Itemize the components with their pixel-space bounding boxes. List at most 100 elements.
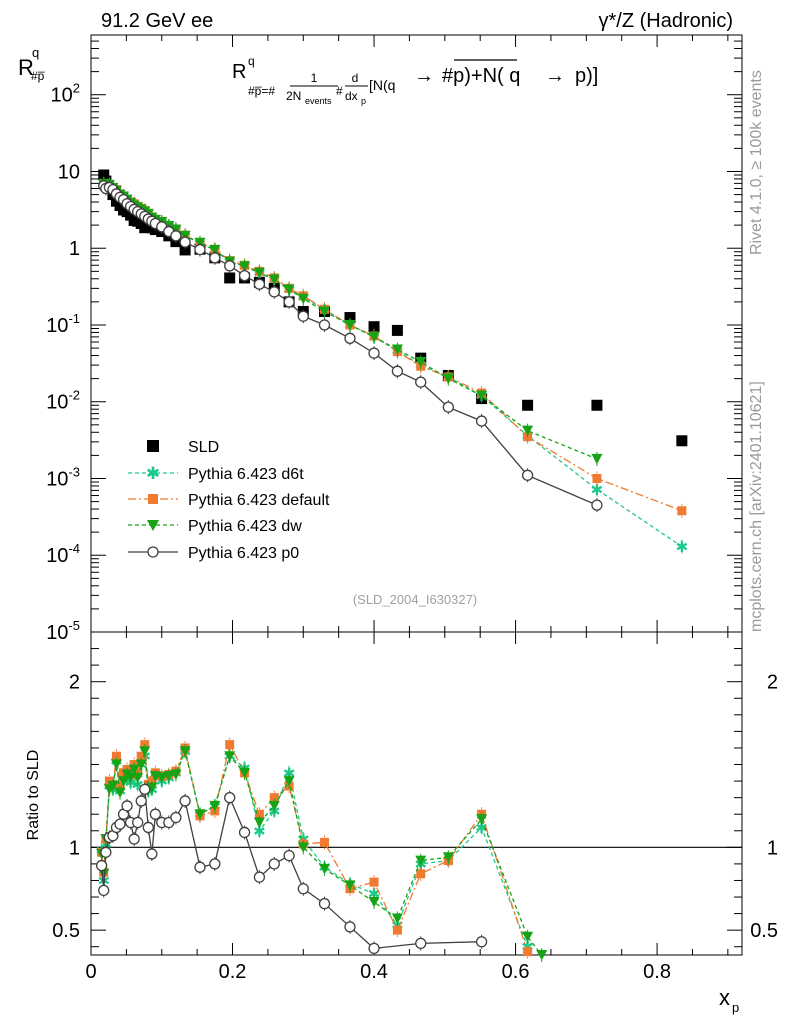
main-panel-data: ✱✱✱✱✱✱✱✱✱✱✱✱✱✱✱✱✱✱✱✱✱✱✱✱✱✱✱✱✱✱✱✱✱✱✱✱✱✱ xyxy=(97,169,688,556)
ratio-point-dw xyxy=(146,782,158,794)
ratio-point-dw xyxy=(163,771,175,782)
formula-frac1-den: 2N xyxy=(286,89,301,103)
y-tick-label: 10-4 xyxy=(46,541,80,567)
legend-marker-p0 xyxy=(147,546,159,558)
main-point-p0 xyxy=(368,347,380,359)
formula-annotation: R q #p̅=# 1 2N events # d dx p [N(q → #p… xyxy=(232,54,598,106)
ratio-point-p0 xyxy=(95,859,108,872)
main-point-dw xyxy=(209,244,221,256)
y-tick-label: 102 xyxy=(51,81,80,107)
y-label-sup: q xyxy=(32,45,39,60)
x-tick-label: 0.2 xyxy=(219,961,247,983)
ratio-point-dw xyxy=(156,772,168,784)
main-point-default xyxy=(677,506,687,516)
ratio-point-dw xyxy=(125,772,137,784)
main-point-sld xyxy=(224,272,236,284)
rivet-side-label: Rivet 4.1.0, ≥ 100k events xyxy=(748,70,765,255)
ratio-point-dw xyxy=(283,776,295,787)
legend: SLD ✱ Pythia 6.423 d6t Pythia 6.423 defa… xyxy=(128,439,330,562)
ratio-point-default xyxy=(369,877,379,887)
x-tick-label: 0.6 xyxy=(502,961,530,983)
ratio-point-dw xyxy=(118,776,130,787)
main-point-sld xyxy=(344,312,356,324)
ratio-point-p0 xyxy=(318,898,331,910)
main-point-p0 xyxy=(318,319,331,331)
main-point-dw xyxy=(442,373,454,385)
main-point-d6t: ✱ xyxy=(591,482,604,499)
ratio-point-dw xyxy=(132,772,144,784)
main-point-dw xyxy=(415,356,427,368)
ratio-point-p0 xyxy=(297,883,309,895)
legend-entry-sld: SLD xyxy=(147,439,219,456)
legend-label-p0: Pythia 6.423 p0 xyxy=(188,545,299,562)
y-tick-label: 10-1 xyxy=(46,311,80,337)
ratio-point-p0 xyxy=(283,849,295,862)
main-point-p0 xyxy=(224,260,236,272)
ratio-point-default xyxy=(225,740,235,750)
ratio-point-default xyxy=(136,751,146,761)
formula-sup: q xyxy=(248,54,255,68)
ratio-point-dw xyxy=(209,800,221,812)
ratio-point-p0 xyxy=(475,936,488,948)
ratio-point-p0 xyxy=(224,791,236,804)
main-point-sld xyxy=(368,321,380,333)
formula-frac2-den-sub: p xyxy=(361,96,366,106)
ratio-point-d6t: ✱ xyxy=(475,820,488,837)
x-axis-label: x p xyxy=(719,985,739,1015)
formula-lead: R xyxy=(232,61,246,83)
main-point-dw xyxy=(476,390,488,402)
ratio-point-default xyxy=(320,837,330,847)
main-plot-frame xyxy=(90,34,743,633)
y-label-sub: #p̅ xyxy=(31,69,45,83)
ratio-point-dw xyxy=(135,759,147,771)
main-point-p0 xyxy=(391,365,404,377)
ratio-point-dw xyxy=(224,751,236,762)
ratio-point-p0 xyxy=(121,800,133,812)
legend-label-default: Pythia 6.423 default xyxy=(188,492,330,509)
main-point-d6t: ✱ xyxy=(676,539,689,556)
ratio-point-p0 xyxy=(146,848,158,860)
main-point-sld xyxy=(591,399,603,411)
x-tick-label: 0 xyxy=(85,961,96,983)
ratio-point-dw xyxy=(114,787,126,799)
ratio-point-dw xyxy=(239,767,251,779)
main-point-dw xyxy=(368,331,380,343)
ratio-point-p0 xyxy=(238,826,251,839)
formula-sub: #p̅=# xyxy=(248,84,275,98)
main-point-p0 xyxy=(209,252,221,264)
main-point-p0 xyxy=(238,269,251,282)
main-point-dw xyxy=(522,425,534,437)
ratio-point-p0 xyxy=(179,795,191,807)
ratio-point-dw xyxy=(536,950,548,961)
ratio-point-dw xyxy=(319,863,331,875)
ratio-point-dw xyxy=(179,746,191,757)
main-point-default xyxy=(592,473,602,483)
y-tick-label: 10-5 xyxy=(46,618,80,644)
ratio-point-p0 xyxy=(128,833,140,845)
main-point-p0 xyxy=(521,469,534,481)
formula-tail2: #p)+N( q xyxy=(442,65,520,87)
ratio-point-dw xyxy=(344,880,356,891)
formula-hash: # xyxy=(336,84,343,98)
legend-marker-d6t: ✱ xyxy=(146,464,160,483)
analysis-tag: (SLD_2004_I630327) xyxy=(353,592,477,607)
ratio-point-default xyxy=(392,925,402,935)
main-point-dw xyxy=(391,344,403,355)
ratio-point-dw xyxy=(368,896,380,908)
ratio-point-dw xyxy=(139,746,151,757)
main-point-p0 xyxy=(591,499,603,511)
legend-marker-default xyxy=(148,494,158,504)
mcplots-side-label: mcplots.cern.ch [arXiv:2401.10621] xyxy=(748,381,765,632)
main-point-p0 xyxy=(194,243,206,256)
x-tick-label: 0.4 xyxy=(360,961,388,983)
ratio-point-p0 xyxy=(415,937,427,950)
ratio-point-dw xyxy=(391,913,403,925)
main-point-dw xyxy=(591,453,603,465)
main-point-p0 xyxy=(253,278,266,290)
axes-ticks: 0 0.2 0.4 0.6 0.8 10-5 10-4 10-3 10-2 10-1 1 10 102 0… xyxy=(46,34,778,983)
ratio-point-default xyxy=(111,751,121,761)
ratio-point-default xyxy=(416,869,426,879)
ratio-point-p0 xyxy=(98,884,110,897)
ratio-point-p0 xyxy=(114,818,126,830)
legend-entry-default: Pythia 6.423 default xyxy=(128,492,330,509)
